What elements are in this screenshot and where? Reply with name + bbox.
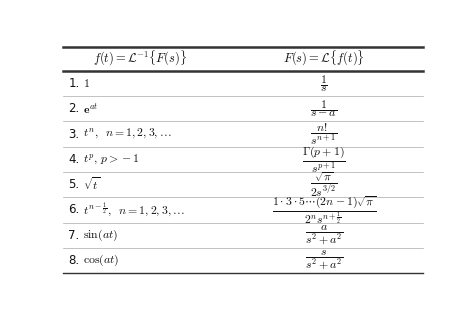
Text: $\dfrac{1}{s}$: $\dfrac{1}{s}$ (320, 73, 328, 94)
Text: 8.: 8. (68, 254, 80, 267)
Text: $\mathbf{e}^{at}$: $\mathbf{e}^{at}$ (83, 101, 98, 117)
Text: 3.: 3. (68, 128, 80, 141)
Text: 7.: 7. (68, 229, 80, 242)
Text: $\dfrac{a}{s^2+a^2}$: $\dfrac{a}{s^2+a^2}$ (305, 224, 343, 247)
Text: $t^n,\;\; n=1,2,3,\ldots$: $t^n,\;\; n=1,2,3,\ldots$ (83, 127, 172, 141)
Text: 4.: 4. (68, 153, 80, 166)
Text: 1.: 1. (68, 77, 80, 90)
Text: $\dfrac{s}{s^2+a^2}$: $\dfrac{s}{s^2+a^2}$ (305, 249, 343, 272)
Text: $t^p,\, p>-1$: $t^p,\, p>-1$ (83, 152, 140, 167)
Text: 5.: 5. (68, 178, 80, 191)
Text: $\sqrt{t}$: $\sqrt{t}$ (83, 176, 101, 193)
Text: $1$: $1$ (83, 77, 90, 90)
Text: $F(s) = \mathcal{L}\{f(t)\}$: $F(s) = \mathcal{L}\{f(t)\}$ (283, 48, 365, 67)
Text: $f(t) = \mathcal{L}^{-1}\{F(s)\}$: $f(t) = \mathcal{L}^{-1}\{F(s)\}$ (93, 48, 187, 67)
Text: $\dfrac{\Gamma(p+1)}{s^{p+1}}$: $\dfrac{\Gamma(p+1)}{s^{p+1}}$ (302, 144, 346, 175)
Text: $\cos(at)$: $\cos(at)$ (83, 253, 119, 268)
Text: $\dfrac{1\cdot 3\cdot 5\cdots(2n-1)\sqrt{\pi}}{2^n s^{n+\frac{1}{2}}}$: $\dfrac{1\cdot 3\cdot 5\cdots(2n-1)\sqrt… (272, 194, 376, 226)
Text: 6.: 6. (68, 203, 80, 216)
Text: $\dfrac{\sqrt{\pi}}{2s^{3/2}}$: $\dfrac{\sqrt{\pi}}{2s^{3/2}}$ (310, 170, 337, 199)
Text: $\sin(at)$: $\sin(at)$ (83, 228, 118, 243)
Text: 2.: 2. (68, 102, 80, 115)
Text: $t^{n-\frac{1}{2}},\;\; n=1,2,3,\ldots$: $t^{n-\frac{1}{2}},\;\; n=1,2,3,\ldots$ (83, 201, 185, 219)
Text: $\dfrac{1}{s-a}$: $\dfrac{1}{s-a}$ (310, 99, 337, 119)
Text: $\dfrac{n!}{s^{n+1}}$: $\dfrac{n!}{s^{n+1}}$ (310, 121, 337, 147)
